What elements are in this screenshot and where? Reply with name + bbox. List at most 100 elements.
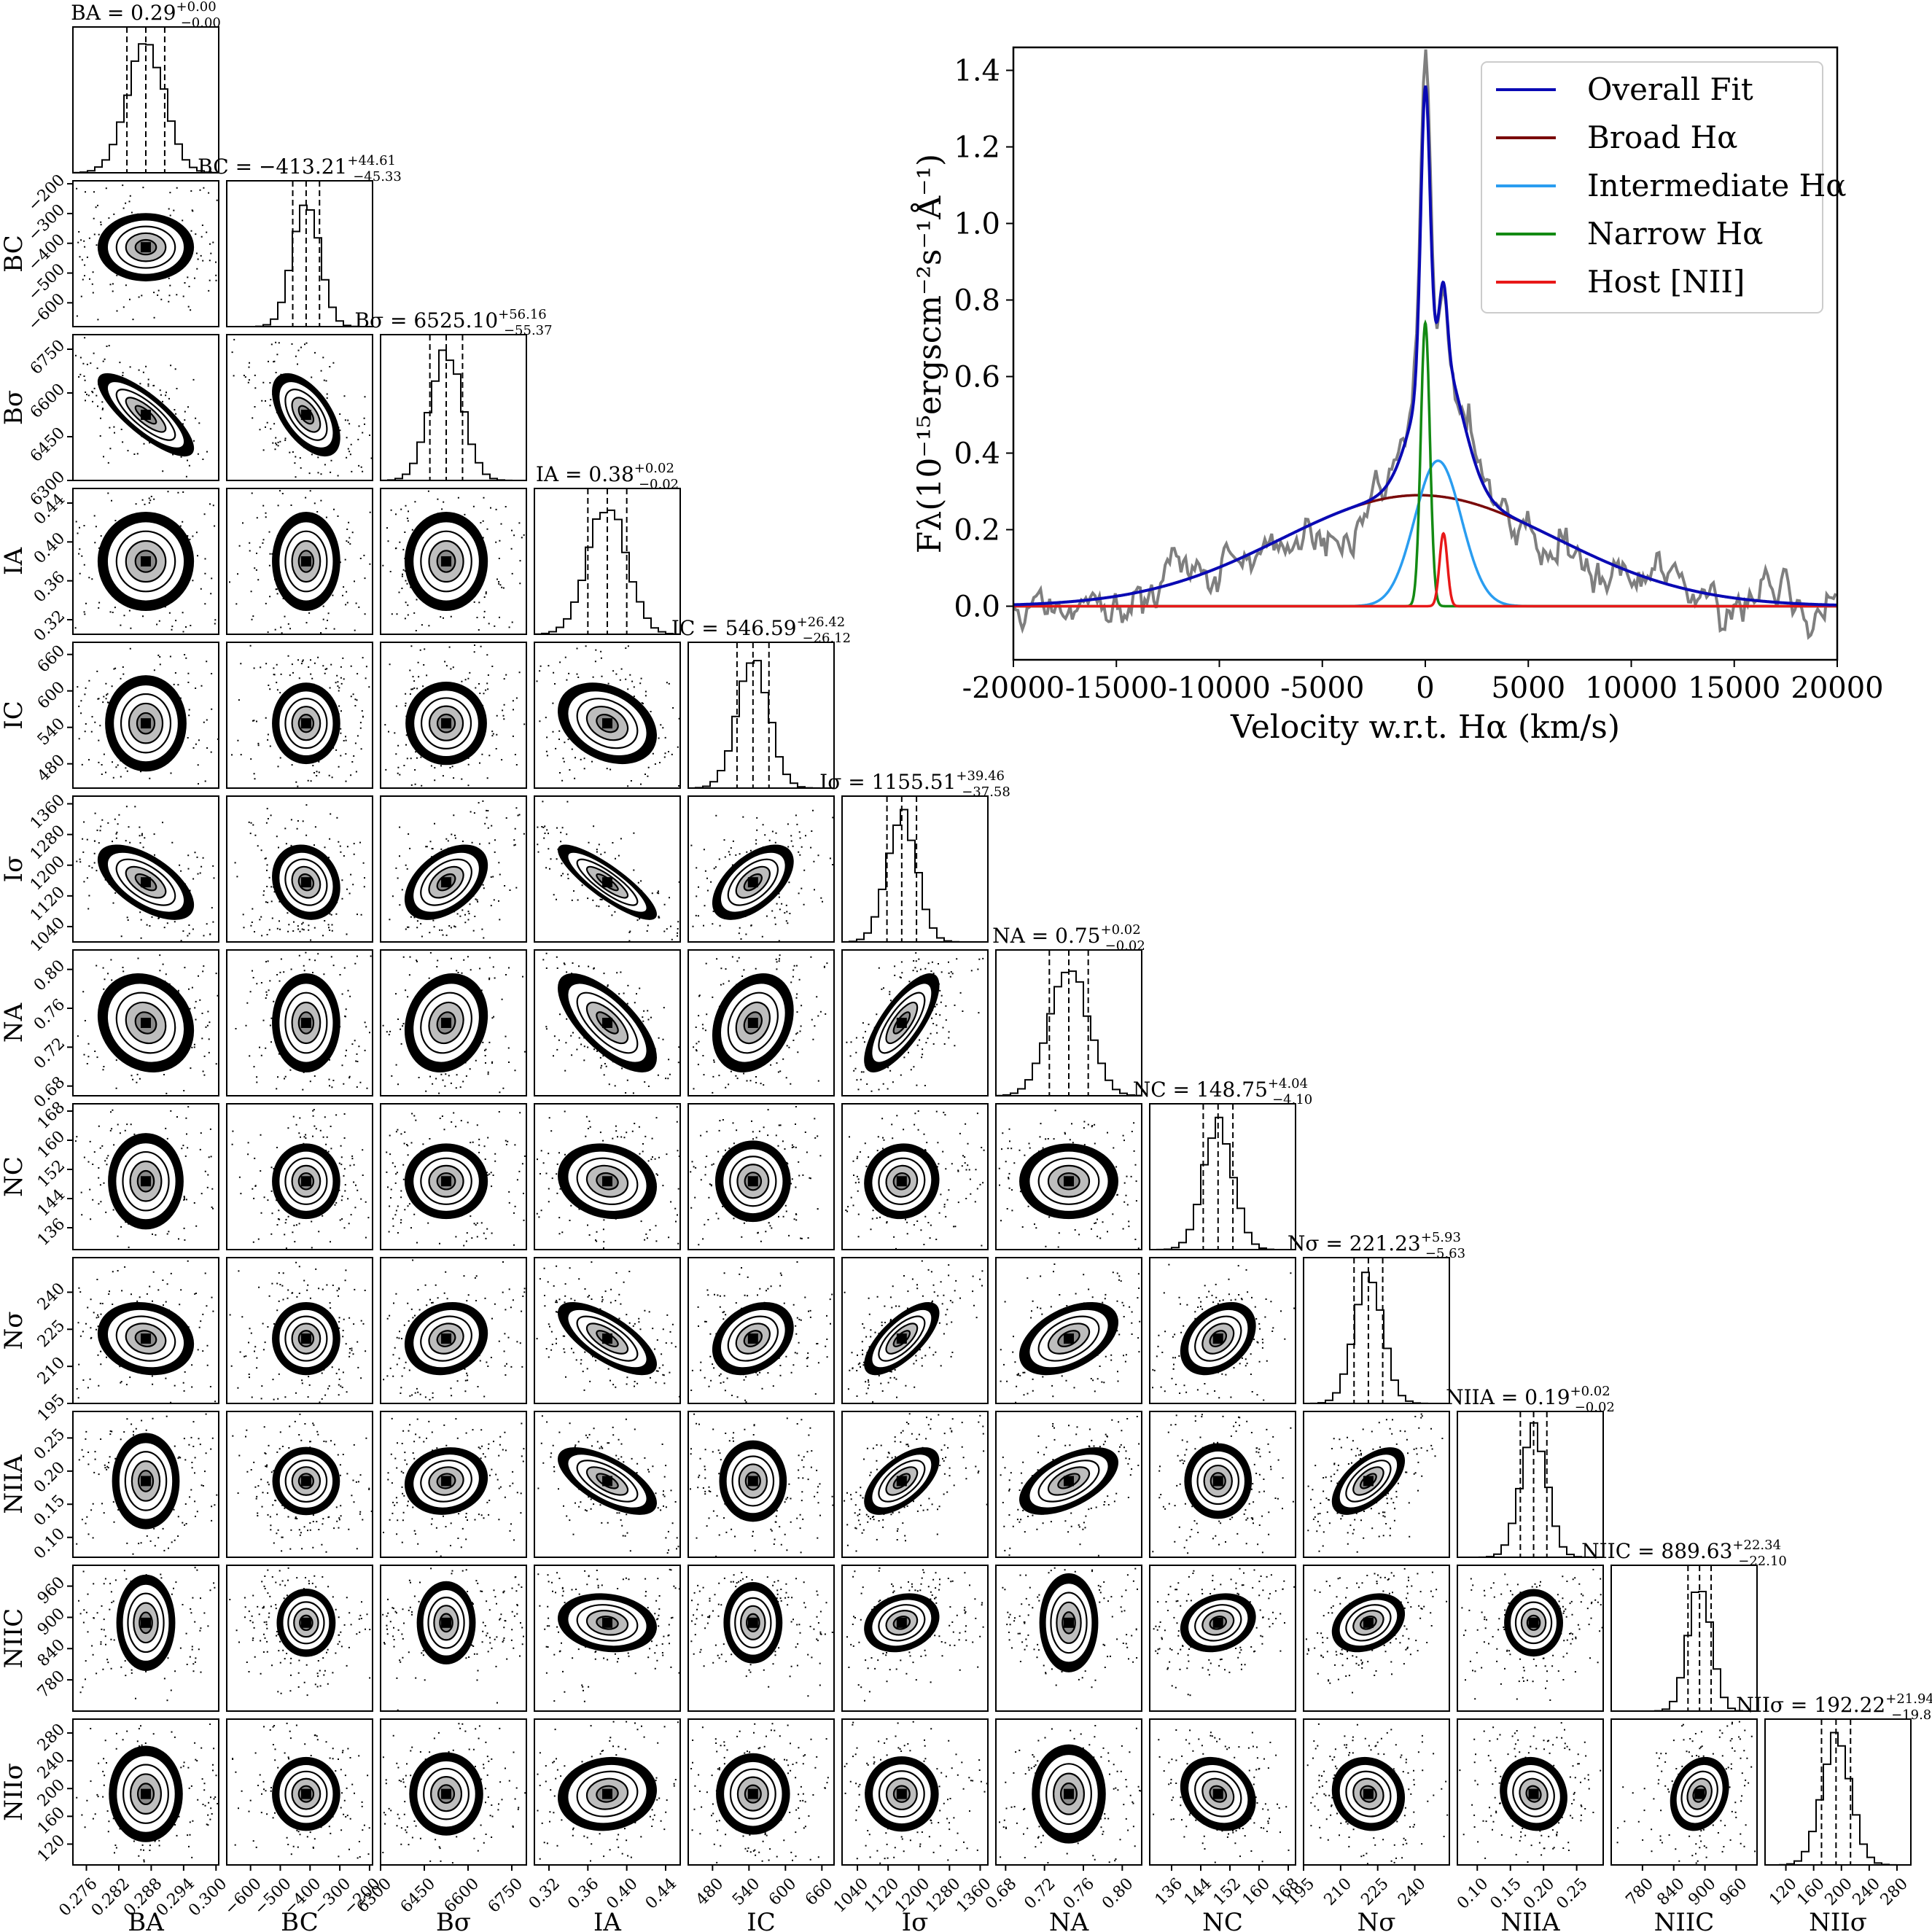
density-peak [1528,1617,1539,1628]
density-levels [558,1447,658,1515]
density-levels [712,1301,794,1376]
density-peak [300,409,311,420]
scatter-panel-9-6 [995,1411,1142,1558]
scatter-frame [1457,1718,1604,1866]
yaxis-label-2: Bσ [0,390,28,425]
scatter-panel-5-1 [226,795,373,943]
density-levels [272,844,340,920]
density-levels [558,1301,658,1376]
density-levels [723,1581,783,1664]
legend-label-0: Overall Fit [1587,71,1753,107]
hist-step [380,349,527,481]
scatter-panel-3-0 [72,488,219,635]
scatter-panel-7-1 [226,1103,373,1250]
hist-step [1765,1732,1911,1866]
ytick-label: 200 [34,1776,69,1810]
xtick-label: 0.32 [526,1874,564,1912]
density-peak [1064,1476,1074,1487]
density-levels [404,973,488,1072]
param-title-8: Nσ = 221.23+5.93 −5.63 [1288,1230,1465,1261]
scatter-points [384,644,526,787]
density-peak [141,877,151,888]
density-peak [896,1788,907,1799]
scatter-panel-5-0 [72,795,219,943]
scatter-panel-9-5 [841,1411,989,1558]
xtick-label: 1120 [861,1874,903,1916]
density-peak [602,718,612,729]
density-peak [1212,1617,1223,1628]
density-levels [1500,1756,1567,1831]
density-levels [404,1301,488,1376]
scatter-points [537,1568,680,1702]
scatter-panel-8-1 [226,1257,373,1404]
yaxis-label-1: BC [0,235,28,273]
spec-ytick-label: 1.0 [954,208,1000,241]
ytick-label: 195 [34,1391,69,1425]
density-levels [1331,1756,1406,1831]
hist-frame [1610,1565,1758,1712]
density-levels [404,844,488,920]
density-peak [747,1333,758,1344]
ytick-label: 0.32 [31,607,69,645]
spectrum-plot: -20000 -15000 -10000 -5000 0 5000 10000 15000 20… [910,46,1884,746]
scatter-panel-5-4 [688,795,835,943]
density-levels [109,1745,183,1842]
param-title-9: NIIA = 0.19+0.02 −0.02 [1446,1384,1615,1415]
legend-box [1481,61,1823,313]
hist-step [1457,1422,1603,1558]
density-peak [602,1176,612,1187]
density-peak [896,1176,907,1187]
param-title-11: NIIσ = 192.22+21.94−19.85 [1736,1691,1932,1723]
density-peak [141,1788,151,1799]
xtick-label: 136 [1152,1874,1186,1909]
density-levels [1184,1443,1253,1519]
ytick-label: 480 [34,751,69,785]
density-peak [141,556,151,566]
density-levels [97,844,195,920]
spec-ytick-label: 1.4 [954,55,1000,88]
density-peak [1694,1788,1705,1799]
xtick-label: 840 [1654,1874,1688,1909]
density-peak [747,1176,758,1187]
density-peak [1363,1617,1374,1628]
spec-xtick-label: 10000 [1585,671,1678,705]
density-peak [441,1476,452,1487]
spec-xtick-label: 15000 [1688,671,1780,705]
scatter-panel-11-9 [1457,1718,1604,1866]
density-levels [1180,1756,1256,1831]
ytick-label: 240 [34,1279,69,1314]
ytick-label: 0.25 [31,1425,69,1463]
spec-ytick-label: 0.4 [954,437,1000,471]
ytick-label: 780 [34,1667,69,1702]
scatter-panel-5-2 [380,795,527,943]
spec-xtick-label: -20000 [962,671,1065,705]
hist-frame [688,642,835,789]
hist-panel-1: BC = −413.21+44.61 −45.33 [198,153,402,327]
ytick-label: 0.72 [31,1035,69,1072]
density-levels [1019,1447,1119,1515]
xtick-label: 0.68 [982,1874,1020,1912]
ytick-label: 1360 [27,791,69,833]
hist-panel-8: Nσ = 221.23+5.93 −5.63 [1288,1230,1465,1404]
xaxis-label-0: BA [128,1908,164,1932]
density-peak [1212,1476,1223,1487]
density-levels [272,1143,340,1220]
scatter-panel-6-3 [534,949,681,1097]
scatter-points [1152,1414,1294,1554]
xtick-label: 0.76 [1060,1874,1098,1912]
density-peak [141,409,151,420]
xtick-label: 280 [1877,1874,1912,1909]
ytick-label: 0.40 [31,529,69,567]
density-peak [602,1617,612,1628]
density-peak [896,1617,907,1628]
scatter-panel-11-0 [72,1718,219,1866]
yaxis-label-8: Nσ [0,1312,28,1350]
legend-label-3: Narrow Hα [1587,216,1764,252]
scatter-panel-6-5 [841,949,989,1097]
density-levels [864,973,940,1072]
density-peak [602,1333,612,1344]
scatter-panel-7-3 [534,1103,681,1250]
density-levels [272,973,340,1072]
density-levels [405,682,487,766]
spec-xaxis-label: Velocity w.r.t. Hα (km/s) [1230,709,1620,746]
